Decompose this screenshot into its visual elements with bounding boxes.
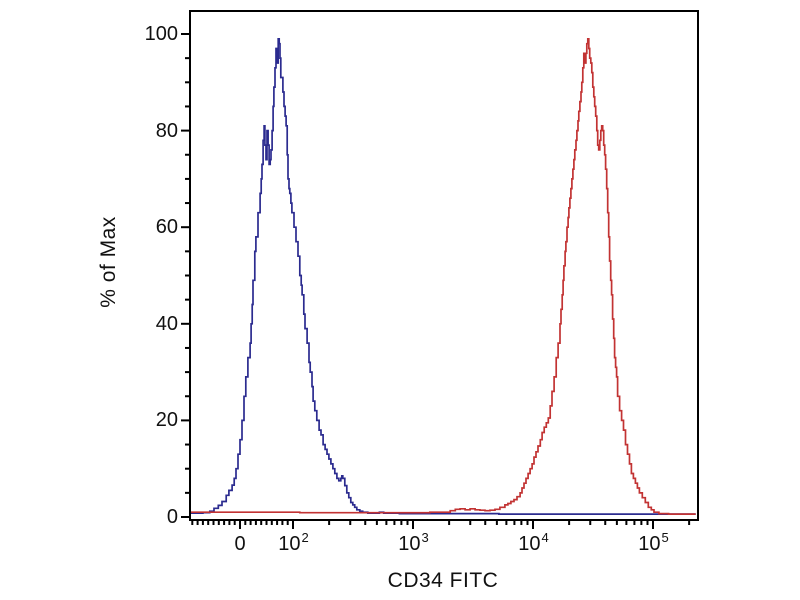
plot-frame (189, 10, 699, 521)
y-tick-label: 80 (155, 119, 178, 142)
x-tick-label: 0 (234, 533, 246, 555)
x-tick-exponent: 4 (541, 530, 549, 545)
x-tick-exponent: 2 (301, 530, 309, 545)
red-histogram-curve (191, 37, 696, 515)
y-tick-label: 100 (144, 23, 178, 45)
blue-histogram-curve (191, 37, 696, 515)
y-tick-label: 20 (155, 409, 178, 432)
y-tick-label: 60 (155, 216, 178, 239)
x-tick-exponent: 5 (661, 530, 669, 545)
x-axis-title: CD34 FITC (387, 569, 499, 592)
x-tick-label: 102 (278, 530, 309, 555)
histogram-curves (191, 37, 696, 515)
y-tick-label: 40 (155, 312, 178, 335)
y-tick-label: 0 (166, 506, 178, 528)
x-tick-exponent: 3 (421, 530, 429, 545)
y-axis-title: % of Max (97, 216, 120, 308)
x-tick-label: 103 (398, 530, 429, 555)
x-tick-label: 105 (638, 530, 669, 555)
axis-ticks (181, 33, 691, 529)
x-tick-label: 104 (518, 530, 549, 555)
